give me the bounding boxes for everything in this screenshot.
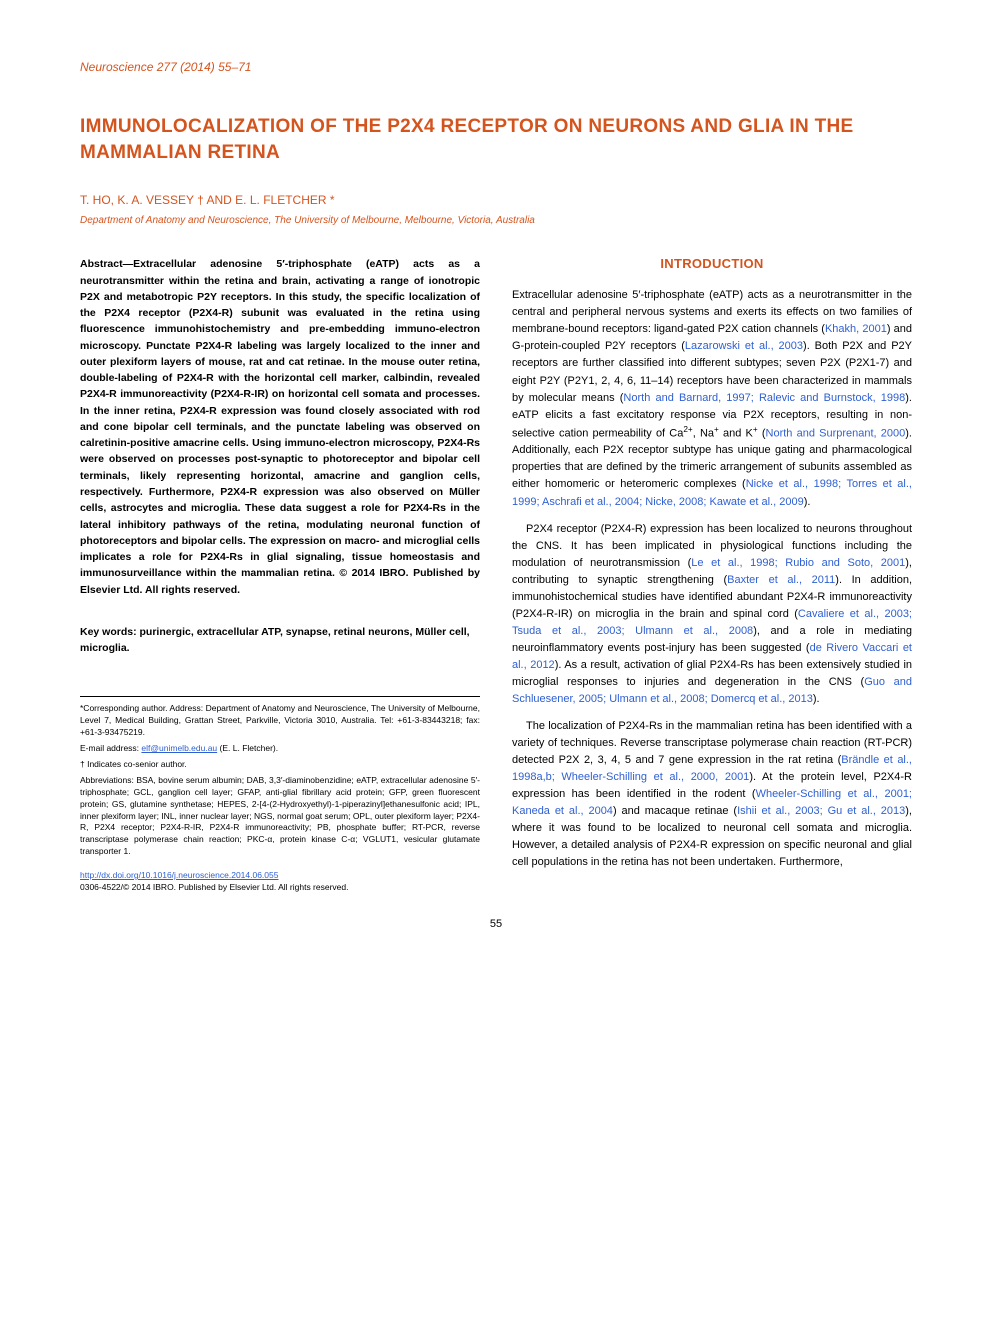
citation-link[interactable]: North and Barnard, 1997; Ralevic and Bur… xyxy=(623,392,905,404)
journal-volume: 277 (2014) 55–71 xyxy=(157,60,252,74)
intro-paragraph-3: The localization of P2X4-Rs in the mamma… xyxy=(512,718,912,871)
author-list: T. HO, K. A. VESSEY † AND E. L. FLETCHER… xyxy=(80,193,912,207)
abbreviations: Abbreviations: BSA, bovine serum albumin… xyxy=(80,775,480,858)
keywords: Key words: purinergic, extracellular ATP… xyxy=(80,624,480,657)
citation-link[interactable]: Ishii et al., 2003; Gu et al., 2013 xyxy=(737,805,905,817)
journal-name[interactable]: Neuroscience xyxy=(80,60,153,74)
citation-link[interactable]: Khakh, 2001 xyxy=(825,323,887,335)
footnotes-block: *Corresponding author. Address: Departme… xyxy=(80,696,480,858)
doi-block: http://dx.doi.org/10.1016/j.neuroscience… xyxy=(80,870,480,894)
email-link[interactable]: elf@unimelb.edu.au xyxy=(141,743,217,753)
citation-link[interactable]: Le et al., 1998; Rubio and Soto, 2001 xyxy=(691,557,905,569)
email-label: E-mail address: xyxy=(80,743,141,753)
intro-paragraph-2: P2X4 receptor (P2X4-R) expression has be… xyxy=(512,521,912,709)
corresponding-author-note: *Corresponding author. Address: Departme… xyxy=(80,703,480,739)
page-number: 55 xyxy=(80,918,912,930)
email-name: (E. L. Fletcher). xyxy=(217,743,278,753)
copyright-line: 0306-4522/© 2014 IBRO. Published by Else… xyxy=(80,882,349,892)
article-title: IMMUNOLOCALIZATION OF THE P2X4 RECEPTOR … xyxy=(80,114,912,165)
abstract: Abstract—Extracellular adenosine 5′-trip… xyxy=(80,256,480,598)
cosenior-note: † Indicates co-senior author. xyxy=(80,759,480,771)
email-line: E-mail address: elf@unimelb.edu.au (E. L… xyxy=(80,743,480,755)
journal-citation: Neuroscience 277 (2014) 55–71 xyxy=(80,60,912,74)
section-heading-introduction: INTRODUCTION xyxy=(512,256,912,271)
two-column-layout: Abstract—Extracellular adenosine 5′-trip… xyxy=(80,256,912,894)
doi-link[interactable]: http://dx.doi.org/10.1016/j.neuroscience… xyxy=(80,870,278,880)
citation-link[interactable]: Baxter et al., 2011 xyxy=(727,574,835,586)
right-column: INTRODUCTION Extracellular adenosine 5′-… xyxy=(512,256,912,894)
left-column: Abstract—Extracellular adenosine 5′-trip… xyxy=(80,256,480,894)
intro-paragraph-1: Extracellular adenosine 5′-triphosphate … xyxy=(512,287,912,510)
citation-link[interactable]: North and Surprenant, 2000 xyxy=(766,427,906,439)
affiliation: Department of Anatomy and Neuroscience, … xyxy=(80,215,912,226)
citation-link[interactable]: Lazarowski et al., 2003 xyxy=(685,340,803,352)
